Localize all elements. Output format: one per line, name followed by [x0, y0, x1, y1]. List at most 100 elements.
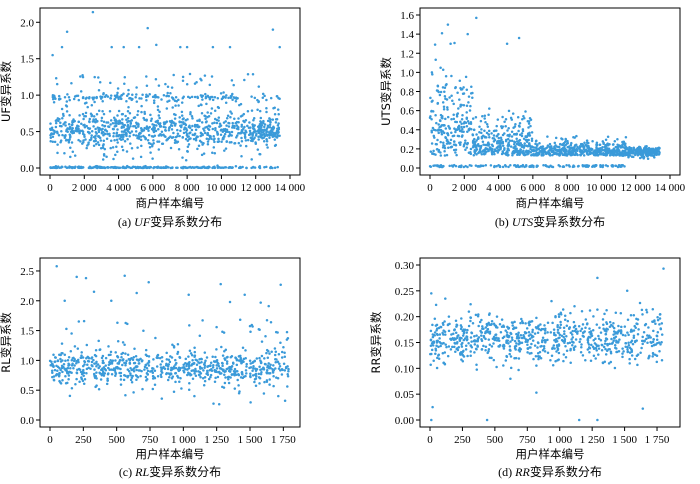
data-point — [172, 113, 176, 116]
data-point — [446, 115, 450, 119]
data-point — [517, 331, 520, 335]
data-point — [57, 97, 61, 101]
data-point — [152, 358, 155, 361]
data-point — [222, 331, 226, 334]
data-point — [170, 128, 174, 131]
data-point — [647, 326, 650, 329]
data-point — [528, 134, 532, 137]
data-point — [60, 130, 63, 133]
data-point — [569, 311, 572, 315]
data-point — [79, 140, 82, 143]
data-point — [233, 117, 236, 121]
caption-variable: UTS — [512, 215, 533, 229]
data-point — [180, 387, 183, 390]
data-point — [127, 88, 130, 92]
data-point — [454, 331, 458, 335]
data-point — [97, 130, 101, 134]
data-point — [230, 94, 233, 98]
data-point — [469, 150, 472, 154]
data-point — [536, 352, 540, 355]
data-point — [79, 75, 82, 78]
data-point — [251, 369, 254, 373]
data-point — [58, 374, 61, 377]
data-point — [58, 353, 61, 356]
data-point — [483, 114, 487, 117]
x-tick-label: 14 000 — [275, 182, 306, 194]
data-point — [542, 345, 546, 348]
data-point — [566, 341, 570, 345]
data-point — [580, 142, 584, 146]
data-point — [653, 319, 656, 323]
data-point — [635, 317, 638, 321]
data-point — [558, 336, 561, 339]
data-point — [526, 340, 529, 344]
data-point — [490, 143, 494, 147]
data-point — [259, 361, 263, 365]
data-point — [129, 357, 132, 360]
data-point — [493, 165, 496, 169]
data-point — [644, 322, 648, 326]
data-point — [570, 333, 574, 336]
data-point — [61, 352, 64, 355]
data-point — [475, 368, 479, 371]
data-point — [475, 133, 478, 136]
data-point — [228, 365, 232, 369]
data-point — [122, 133, 125, 136]
data-point — [572, 146, 576, 150]
data-point — [80, 122, 83, 125]
data-point — [588, 327, 591, 330]
data-point — [199, 372, 203, 375]
data-point — [445, 83, 448, 86]
data-point — [641, 335, 644, 339]
data-point — [269, 363, 272, 366]
data-point — [230, 140, 233, 144]
data-point — [53, 368, 57, 372]
data-point — [126, 374, 130, 378]
data-point — [628, 357, 631, 361]
data-point — [186, 150, 189, 153]
data-point — [49, 140, 52, 143]
data-point — [639, 153, 643, 157]
data-point — [430, 348, 434, 352]
data-point — [462, 104, 466, 107]
data-point — [551, 147, 554, 150]
data-point — [61, 116, 64, 120]
data-point — [206, 140, 210, 143]
data-point — [117, 362, 121, 365]
data-point — [587, 343, 591, 346]
data-point — [260, 370, 263, 374]
data-point — [469, 319, 472, 323]
data-point — [238, 166, 242, 170]
data-point — [92, 144, 96, 148]
data-point — [271, 371, 275, 374]
data-point — [466, 141, 469, 145]
data-point — [158, 110, 161, 113]
data-point — [145, 125, 149, 128]
data-point — [169, 120, 173, 123]
data-point — [456, 348, 460, 352]
data-point — [432, 134, 436, 138]
data-point — [49, 363, 52, 367]
data-point — [495, 339, 499, 342]
data-point — [109, 139, 113, 143]
data-point — [554, 144, 557, 147]
data-point — [501, 144, 505, 148]
data-point — [513, 125, 517, 128]
data-point — [102, 93, 105, 96]
data-point — [441, 114, 444, 118]
data-point — [580, 144, 584, 148]
data-point — [467, 101, 470, 104]
data-point — [487, 133, 491, 136]
data-point — [68, 98, 71, 102]
caption-variable: UF — [134, 215, 151, 229]
data-point — [240, 131, 244, 134]
data-point — [621, 164, 625, 167]
data-point — [640, 151, 644, 155]
data-point — [276, 165, 279, 169]
data-point — [534, 140, 538, 143]
data-point — [100, 374, 104, 377]
data-point — [160, 134, 163, 137]
data-point — [98, 371, 101, 375]
data-point — [539, 357, 543, 360]
data-point — [124, 114, 127, 118]
